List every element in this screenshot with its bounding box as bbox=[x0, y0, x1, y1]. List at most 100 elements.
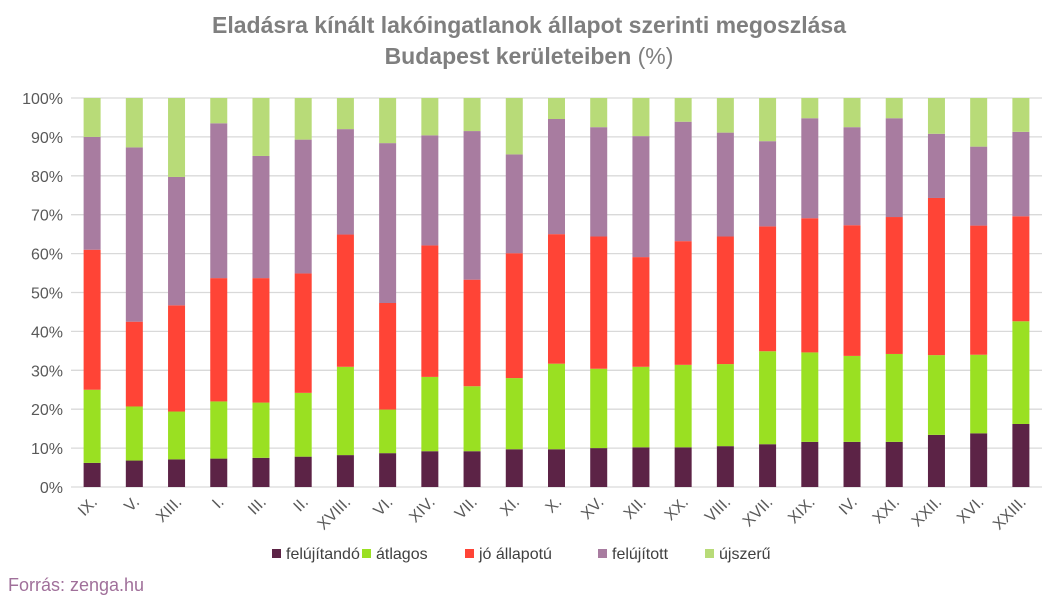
bar-segment bbox=[252, 278, 270, 403]
bar-segment bbox=[885, 217, 903, 354]
x-tick-label: XV. bbox=[578, 494, 607, 523]
x-tick-label: XVIII. bbox=[315, 494, 355, 534]
bar-segment bbox=[885, 353, 903, 442]
bar-segment bbox=[590, 368, 608, 449]
bar-segment bbox=[294, 139, 312, 274]
bar-segment bbox=[379, 303, 397, 410]
bar-segment bbox=[927, 355, 945, 435]
bar-segment bbox=[210, 278, 228, 402]
bar-segment bbox=[927, 133, 945, 198]
y-tick-label: 100% bbox=[22, 91, 63, 108]
bar-segment bbox=[252, 457, 270, 487]
x-tick-label: IV. bbox=[836, 494, 861, 519]
y-tick-label: 0% bbox=[40, 480, 63, 497]
bar-segment bbox=[716, 98, 734, 133]
legend-label: felújítandó bbox=[286, 546, 360, 563]
bar-segment bbox=[970, 225, 988, 355]
legend-swatch bbox=[598, 549, 607, 558]
x-tick-label: XIII. bbox=[153, 494, 185, 526]
bar-segment bbox=[632, 366, 650, 448]
bar-segment bbox=[168, 305, 186, 412]
bar-segment bbox=[970, 354, 988, 434]
bar-segment bbox=[505, 378, 523, 450]
bar-segment bbox=[463, 279, 481, 387]
title-unit: (%) bbox=[637, 43, 674, 69]
bar-segment bbox=[210, 123, 228, 279]
bar-segment bbox=[970, 433, 988, 487]
bar-segment bbox=[83, 389, 101, 463]
legend-label: felújított bbox=[612, 546, 669, 563]
bar-segment bbox=[674, 121, 692, 242]
bar-segment bbox=[252, 155, 270, 279]
bar-segment bbox=[125, 406, 143, 461]
bar-segment bbox=[548, 449, 565, 487]
y-tick-label: 20% bbox=[31, 402, 63, 419]
bar-segment bbox=[125, 98, 143, 148]
bar-segment bbox=[801, 352, 819, 442]
bar-segment bbox=[632, 136, 650, 258]
x-tick-label: XX. bbox=[662, 494, 692, 524]
y-tick-label: 50% bbox=[31, 286, 63, 303]
bar-segment bbox=[168, 98, 186, 177]
bar-segment bbox=[1012, 98, 1030, 132]
bar-segment bbox=[632, 447, 650, 487]
bar-segment bbox=[548, 234, 565, 364]
bar-segment bbox=[843, 441, 861, 487]
bar-segment bbox=[294, 392, 312, 457]
bar-segment bbox=[83, 136, 101, 250]
bar-segment bbox=[336, 366, 354, 456]
legend-label: jó állapotú bbox=[478, 546, 552, 563]
bar-segment bbox=[463, 386, 481, 452]
bar-segment bbox=[83, 249, 101, 390]
bar-segment bbox=[843, 355, 861, 442]
title-line-1: Eladásra kínált lakóingatlanok állapot s… bbox=[212, 12, 846, 38]
bar-segment bbox=[590, 448, 608, 487]
bar-segment bbox=[843, 127, 861, 226]
bar-segment bbox=[716, 132, 734, 237]
bar-segment bbox=[168, 459, 186, 487]
bar-segment bbox=[632, 98, 650, 137]
x-tick-label: XXIII. bbox=[990, 494, 1030, 534]
x-tick-label: VI. bbox=[371, 494, 397, 520]
bar-segment bbox=[294, 456, 312, 487]
y-tick-label: 30% bbox=[31, 363, 63, 380]
bar-segment bbox=[759, 444, 777, 487]
bar-segment bbox=[1012, 216, 1030, 322]
bar-segment bbox=[463, 131, 481, 280]
y-tick-label: 80% bbox=[31, 169, 63, 186]
title-line-2-text: Budapest kerületeiben bbox=[384, 43, 632, 69]
bar-segment bbox=[421, 98, 439, 136]
x-tick-label: II. bbox=[291, 494, 312, 515]
bar-segment bbox=[210, 458, 228, 487]
bar-segment bbox=[463, 98, 481, 132]
bar-segment bbox=[674, 364, 692, 448]
bar-segment bbox=[336, 234, 354, 367]
x-tick-label: XXII. bbox=[909, 494, 946, 531]
bar-segment bbox=[674, 98, 692, 122]
x-tick-label: IX. bbox=[75, 494, 101, 520]
bar-segment bbox=[1012, 423, 1030, 487]
bar-segment bbox=[590, 236, 608, 369]
bar-segment bbox=[83, 462, 101, 487]
bar-segment bbox=[548, 98, 565, 120]
bar-segment bbox=[1012, 321, 1030, 424]
legend-label: átlagos bbox=[376, 546, 428, 563]
x-tick-label: XXI. bbox=[870, 494, 903, 527]
bar-segment bbox=[759, 98, 777, 142]
bar-segment bbox=[125, 460, 143, 487]
bar-segment bbox=[843, 225, 861, 356]
bar-segment bbox=[421, 245, 439, 377]
bar-segment bbox=[843, 98, 861, 128]
bar-segment bbox=[421, 451, 439, 487]
title-line-2: Budapest kerületeiben (%) bbox=[0, 41, 1058, 72]
y-tick-label: 90% bbox=[31, 130, 63, 147]
y-tick-label: 40% bbox=[31, 324, 63, 341]
bar-segment bbox=[294, 273, 312, 393]
y-tick-label: 70% bbox=[31, 208, 63, 225]
bar-segment bbox=[632, 257, 650, 367]
legend-swatch bbox=[362, 549, 371, 558]
y-tick-label: 60% bbox=[31, 247, 63, 264]
bar-segment bbox=[505, 154, 523, 254]
bar-segment bbox=[379, 409, 397, 454]
